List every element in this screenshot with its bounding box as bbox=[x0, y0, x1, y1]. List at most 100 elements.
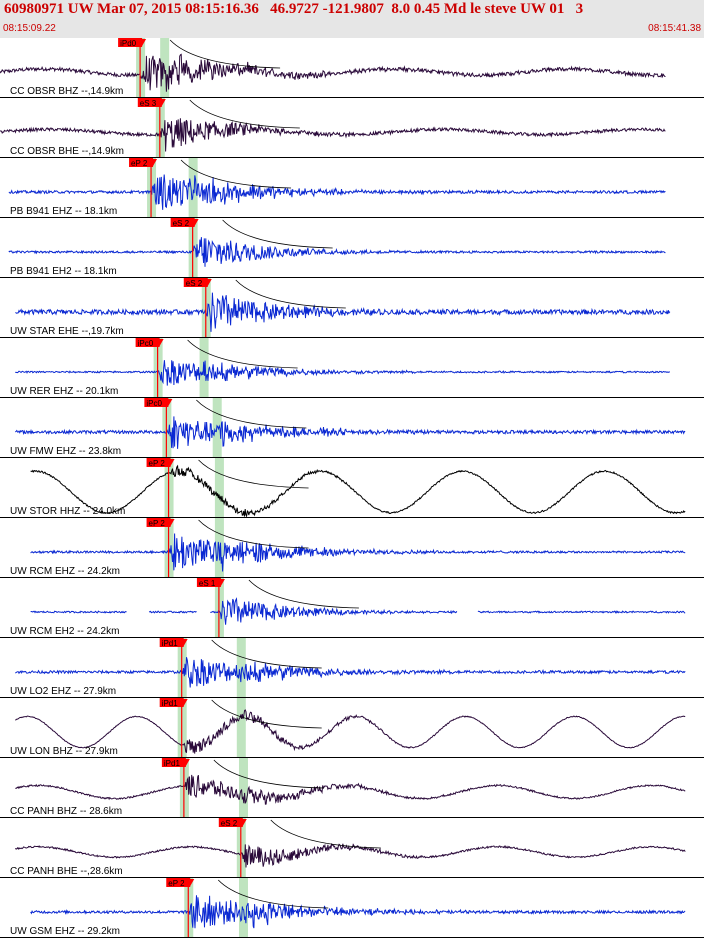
station-label: CC PANH BHE --,28.6km bbox=[10, 866, 123, 877]
waveform-trace bbox=[30, 464, 686, 518]
pick-label-box bbox=[146, 518, 171, 527]
trace-panel: eS 2 PB B941 EH2 -- 18.1km bbox=[0, 218, 704, 278]
window-end-time: 08:15:41.38 bbox=[648, 23, 701, 34]
station-label: UW GSM EHZ -- 29.2km bbox=[10, 926, 120, 937]
station-label: UW FMW EHZ -- 23.8km bbox=[10, 446, 121, 457]
waveform-trace bbox=[8, 237, 666, 267]
trace-panel: iPd1 UW LON BHZ -- 27.9km bbox=[0, 698, 704, 758]
trace-panel: eS 2 CC PANH BHE --,28.6km bbox=[0, 818, 704, 878]
trace-panel: iPd1 UW LO2 EHZ -- 27.9km bbox=[0, 638, 704, 698]
window-start-time: 08:15:09.22 bbox=[3, 23, 56, 34]
pick-label: iPd1 bbox=[164, 759, 181, 768]
s-window-band bbox=[238, 878, 248, 938]
pick-label-box bbox=[137, 98, 162, 107]
travel-time-curve bbox=[213, 759, 324, 789]
travel-time-curve bbox=[211, 639, 322, 669]
pick-label: eS 2 bbox=[186, 279, 203, 288]
waveform-trace bbox=[14, 416, 686, 449]
pick-label: eP 2 bbox=[168, 879, 185, 888]
waveform-trace bbox=[14, 842, 686, 868]
pick-label: iPd1 bbox=[162, 639, 179, 648]
travel-time-curve bbox=[235, 279, 346, 309]
pick-label: eS 3 bbox=[140, 99, 157, 108]
waveform-trace bbox=[30, 895, 686, 929]
travel-time-curve bbox=[169, 39, 281, 69]
station-label: UW STOR HHZ -- 24.0km bbox=[10, 506, 125, 517]
pick-label: eP 2 bbox=[149, 519, 166, 528]
waveform-trace bbox=[15, 292, 671, 332]
waveform-trace bbox=[0, 118, 666, 152]
station-label: PB B941 EH2 -- 18.1km bbox=[10, 266, 117, 277]
trace-panel: eS 2 UW STAR EHE --,19.7km bbox=[0, 278, 704, 338]
pick-label: eS 2 bbox=[221, 819, 238, 828]
station-label: CC PANH BHZ -- 28.6km bbox=[10, 806, 122, 817]
waveform-trace bbox=[30, 533, 686, 572]
s-window-band bbox=[188, 158, 198, 218]
travel-time-curve bbox=[196, 399, 307, 429]
pick-label-box bbox=[183, 278, 208, 287]
station-label: CC OBSR BHZ --,14.9km bbox=[10, 86, 123, 97]
pick-label-box bbox=[144, 398, 169, 407]
station-label: CC OBSR BHE --,14.9km bbox=[10, 146, 124, 157]
trace-panel: eP 2 UW GSM EHZ -- 29.2km bbox=[0, 878, 704, 938]
station-label: UW LON BHZ -- 27.9km bbox=[10, 746, 118, 757]
pick-label-box bbox=[159, 638, 184, 647]
pick-label-box bbox=[196, 578, 221, 587]
pick-label-box bbox=[159, 698, 184, 707]
pick-label-box bbox=[135, 338, 160, 347]
waveform-trace bbox=[15, 774, 686, 805]
waveform-trace bbox=[15, 657, 686, 688]
seismogram-plot[interactable]: iPd0 CC OBSR BHZ --,14.9km eS 3 CC OBSR BHE… bbox=[0, 38, 704, 938]
s-window-band bbox=[236, 698, 246, 758]
travel-time-curve bbox=[248, 579, 359, 609]
pick-label-box bbox=[218, 818, 243, 827]
waveform-trace bbox=[15, 709, 686, 754]
pick-label: iPd1 bbox=[162, 699, 179, 708]
station-label: UW RCM EHZ -- 24.2km bbox=[10, 566, 120, 577]
travel-time-curve bbox=[189, 99, 300, 129]
waveform-trace bbox=[8, 174, 666, 210]
station-label: UW STAR EHE --,19.7km bbox=[10, 326, 124, 337]
pick-label-box bbox=[170, 218, 195, 227]
s-window-band bbox=[236, 638, 246, 698]
pick-label-box bbox=[161, 758, 186, 767]
pick-label: iPc0 bbox=[146, 399, 162, 408]
waveform-trace bbox=[30, 597, 686, 625]
trace-panel: eS 3 CC OBSR BHE --,14.9km bbox=[0, 98, 704, 158]
pick-label: eS 2 bbox=[173, 219, 190, 228]
station-label: UW RCM EH2 -- 24.2km bbox=[10, 626, 119, 637]
trace-panel: iPc0 UW FMW EHZ -- 23.8km bbox=[0, 398, 704, 458]
header-bar: 60980971 UW Mar 07, 2015 08:15:16.36 46.… bbox=[0, 0, 704, 38]
pick-label-box bbox=[146, 458, 171, 467]
travel-time-curve bbox=[222, 219, 333, 249]
s-window-band bbox=[214, 458, 224, 518]
trace-panel: iPd1 CC PANH BHZ -- 28.6km bbox=[0, 758, 704, 818]
trace-panel: iPc0 UW RER EHZ -- 20.1km bbox=[0, 338, 704, 398]
event-title: 60980971 UW Mar 07, 2015 08:15:16.36 46.… bbox=[4, 1, 584, 17]
travel-time-curve bbox=[270, 819, 381, 849]
travel-time-curve bbox=[180, 159, 292, 189]
travel-time-curve bbox=[217, 879, 329, 909]
pick-label-box bbox=[129, 158, 154, 167]
waveform-trace bbox=[0, 53, 666, 92]
travel-time-curve bbox=[187, 339, 298, 369]
travel-time-curve bbox=[211, 699, 322, 729]
pick-label: eP 2 bbox=[131, 159, 148, 168]
pick-label: eP 2 bbox=[149, 459, 166, 468]
travel-time-curve bbox=[198, 459, 309, 489]
pick-label: iPd0 bbox=[120, 39, 137, 48]
pick-label: iPc0 bbox=[138, 339, 154, 348]
pick-label-box bbox=[166, 878, 191, 887]
trace-panel: eP 2 UW STOR HHZ -- 24.0km bbox=[0, 458, 704, 518]
waveform-trace bbox=[14, 360, 670, 386]
station-label: UW LO2 EHZ -- 27.9km bbox=[10, 686, 116, 697]
trace-panel: eP 2 UW RCM EHZ -- 24.2km bbox=[0, 518, 704, 578]
trace-panel: eS 1 UW RCM EH2 -- 24.2km bbox=[0, 578, 704, 638]
station-label: PB B941 EHZ -- 18.1km bbox=[10, 206, 117, 217]
travel-time-curve bbox=[198, 519, 309, 549]
trace-panel: eP 2 PB B941 EHZ -- 18.1km bbox=[0, 158, 704, 218]
s-window-band bbox=[238, 758, 248, 818]
pick-label: eS 1 bbox=[199, 579, 216, 588]
pick-label-box bbox=[118, 38, 143, 47]
station-label: UW RER EHZ -- 20.1km bbox=[10, 386, 118, 397]
